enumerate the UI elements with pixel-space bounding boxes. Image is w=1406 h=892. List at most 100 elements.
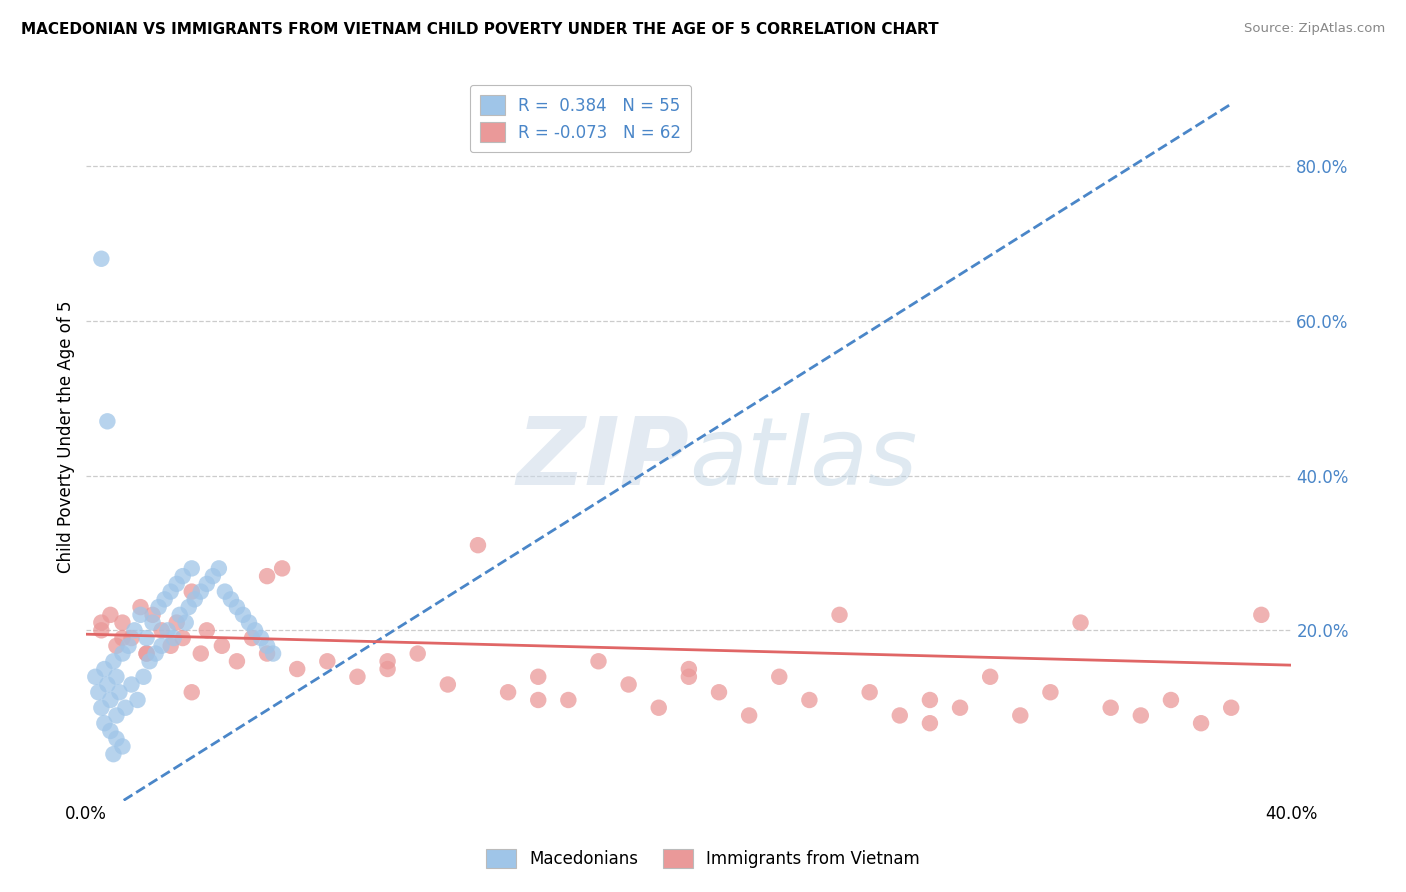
- Text: MACEDONIAN VS IMMIGRANTS FROM VIETNAM CHILD POVERTY UNDER THE AGE OF 5 CORRELATI: MACEDONIAN VS IMMIGRANTS FROM VIETNAM CH…: [21, 22, 939, 37]
- Point: [678, 662, 700, 676]
- Text: atlas: atlas: [689, 413, 917, 504]
- Point: [105, 670, 128, 684]
- Point: [243, 624, 266, 638]
- Point: [180, 561, 202, 575]
- Point: [1039, 685, 1062, 699]
- Point: [1220, 700, 1243, 714]
- Point: [172, 631, 194, 645]
- Point: [648, 700, 671, 714]
- Point: [211, 639, 233, 653]
- Point: [201, 569, 224, 583]
- Point: [1189, 716, 1212, 731]
- Point: [103, 654, 125, 668]
- Point: [979, 670, 1001, 684]
- Point: [108, 685, 131, 699]
- Point: [527, 693, 550, 707]
- Point: [148, 600, 170, 615]
- Point: [153, 592, 176, 607]
- Point: [90, 252, 112, 266]
- Point: [1250, 607, 1272, 622]
- Point: [250, 631, 273, 645]
- Point: [138, 654, 160, 668]
- Point: [127, 693, 149, 707]
- Point: [124, 624, 146, 638]
- Point: [135, 647, 157, 661]
- Point: [226, 654, 249, 668]
- Point: [190, 584, 212, 599]
- Point: [828, 607, 851, 622]
- Point: [150, 639, 173, 653]
- Point: [105, 639, 128, 653]
- Point: [190, 647, 212, 661]
- Point: [111, 615, 134, 630]
- Point: [117, 639, 139, 653]
- Point: [142, 615, 165, 630]
- Point: [87, 685, 110, 699]
- Point: [1099, 700, 1122, 714]
- Point: [1010, 708, 1032, 723]
- Point: [285, 662, 308, 676]
- Point: [1070, 615, 1092, 630]
- Point: [527, 670, 550, 684]
- Point: [111, 739, 134, 754]
- Point: [111, 647, 134, 661]
- Point: [271, 561, 294, 575]
- Point: [105, 731, 128, 746]
- Point: [145, 647, 167, 661]
- Text: ZIP: ZIP: [516, 413, 689, 505]
- Point: [90, 700, 112, 714]
- Point: [918, 693, 941, 707]
- Point: [90, 615, 112, 630]
- Point: [163, 631, 186, 645]
- Point: [159, 584, 181, 599]
- Point: [135, 631, 157, 645]
- Point: [159, 639, 181, 653]
- Point: [180, 584, 202, 599]
- Point: [799, 693, 821, 707]
- Point: [240, 631, 263, 645]
- Point: [377, 654, 399, 668]
- Point: [156, 624, 179, 638]
- Point: [406, 647, 429, 661]
- Point: [169, 607, 191, 622]
- Point: [557, 693, 579, 707]
- Point: [195, 624, 218, 638]
- Point: [172, 569, 194, 583]
- Point: [129, 607, 152, 622]
- Point: [132, 670, 155, 684]
- Point: [256, 569, 278, 583]
- Point: [496, 685, 519, 699]
- Point: [166, 615, 188, 630]
- Point: [346, 670, 368, 684]
- Point: [214, 584, 236, 599]
- Legend: Macedonians, Immigrants from Vietnam: Macedonians, Immigrants from Vietnam: [479, 842, 927, 875]
- Point: [93, 662, 115, 676]
- Point: [256, 639, 278, 653]
- Point: [135, 647, 157, 661]
- Point: [174, 615, 197, 630]
- Point: [219, 592, 242, 607]
- Y-axis label: Child Poverty Under the Age of 5: Child Poverty Under the Age of 5: [58, 301, 75, 573]
- Point: [208, 561, 231, 575]
- Point: [256, 647, 278, 661]
- Point: [111, 631, 134, 645]
- Point: [707, 685, 730, 699]
- Point: [114, 700, 136, 714]
- Point: [889, 708, 911, 723]
- Point: [184, 592, 207, 607]
- Point: [180, 685, 202, 699]
- Point: [467, 538, 489, 552]
- Point: [918, 716, 941, 731]
- Point: [262, 647, 284, 661]
- Point: [768, 670, 790, 684]
- Point: [232, 607, 254, 622]
- Point: [90, 624, 112, 638]
- Point: [738, 708, 761, 723]
- Point: [84, 670, 107, 684]
- Point: [100, 607, 122, 622]
- Point: [377, 662, 399, 676]
- Point: [100, 723, 122, 738]
- Point: [100, 693, 122, 707]
- Point: [166, 577, 188, 591]
- Point: [96, 677, 118, 691]
